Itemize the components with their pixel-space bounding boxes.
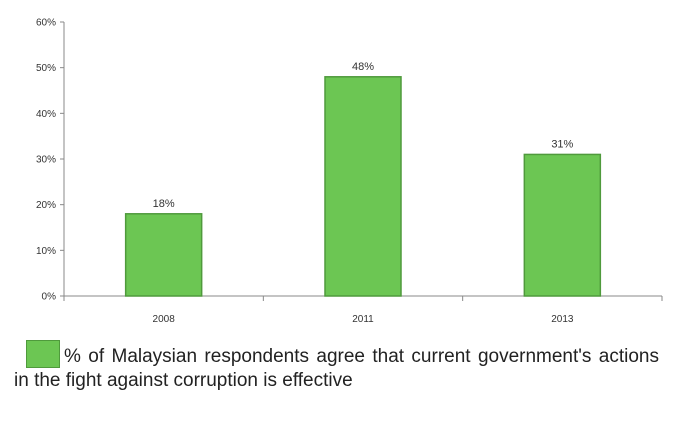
y-tick-label: 60% [36,18,56,29]
bar-2008 [124,213,203,297]
bar-chart: 0% 10% 20% 30% 40% 50% 60% 18% 2008 48% 2011 31% 201… [36,18,663,325]
chart-area: 0% 10% 20% 30% 40% 50% 60% 18% 2008 48% 2011 31% 201… [36,18,663,325]
y-tick-label: 30% [36,155,56,166]
data-label-2011: 48% [352,61,374,73]
y-tick-label: 50% [36,63,56,74]
x-tick-label-2011: 2011 [352,314,374,325]
bar-2011 [324,76,402,297]
legend-swatch [26,340,60,368]
data-label-2013: 31% [551,138,573,150]
bar-2013 [523,153,602,297]
legend: % of Malaysian respondents agree that cu… [14,340,659,393]
y-tick-label: 40% [36,109,56,120]
y-tick-label: 20% [36,200,56,211]
legend-label: % of Malaysian respondents agree that cu… [14,346,659,391]
x-tick-label-2013: 2013 [551,314,574,325]
x-tick-label-2008: 2008 [153,314,176,325]
data-label-2008: 18% [153,198,175,210]
y-tick-label: 0% [42,292,57,303]
y-tick-label: 10% [36,246,56,257]
